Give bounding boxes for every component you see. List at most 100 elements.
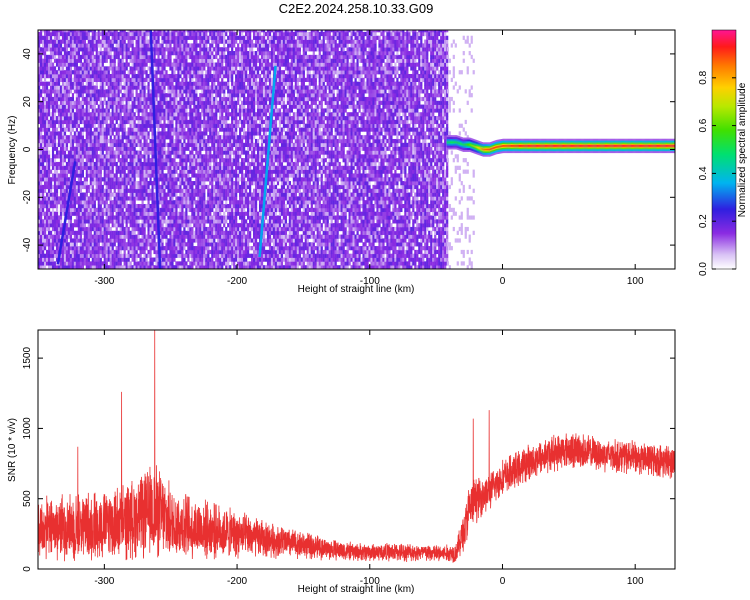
noise-cell [79,70,82,75]
noise-cell [147,196,150,201]
noise-cell [45,238,49,243]
noise-cell [187,127,190,132]
noise-cell [57,215,61,220]
noise-cell [193,249,196,255]
noise-cell [123,81,126,86]
noise-cell [205,54,208,60]
noise-cell [177,30,180,33]
noise-cell [65,35,69,40]
noise-cell [155,219,158,224]
noise-cell [161,138,164,144]
noise-cell [57,62,61,67]
noise-cell [115,66,118,71]
noise-cell [209,230,212,235]
noise-cell [195,112,198,117]
noise-cell [171,238,174,243]
noise-cell [121,85,124,90]
noise-cell [149,77,152,82]
noise-cell [117,135,120,140]
noise-cell [47,70,51,75]
noise-cell [59,104,63,109]
noise-cell [103,173,106,178]
noise-cell [139,119,142,125]
noise-cell [189,93,192,98]
noise-cell [161,146,164,151]
noise-cell [53,135,57,140]
noise-cell [143,207,146,213]
noise-cell [97,62,100,67]
noise-cell [77,196,81,201]
noise-cell [191,234,194,239]
noise-cell [67,230,71,235]
noise-cell [39,242,43,247]
noise-cell [147,81,150,86]
noise-cell [167,223,170,228]
noise-cell [195,142,198,148]
noise-cell [179,249,182,255]
noise-cell [157,77,160,82]
noise-cell [187,135,190,140]
noise-cell [49,35,53,40]
noise-cell [75,238,79,243]
noise-cell [155,142,158,148]
noise-cell [115,70,118,75]
noise-cell [51,173,55,178]
noise-cell [81,131,84,136]
noise-cell [173,234,176,239]
noise-cell [199,265,202,269]
noise-cell [141,169,144,174]
noise-cell [69,158,73,163]
noise-cell [189,43,192,48]
noise-cell [119,165,122,170]
noise-cell [185,200,188,205]
noise-cell [129,165,132,170]
noise-cell [83,112,86,117]
noise-cell [137,39,140,44]
noise-cell [205,207,208,213]
noise-cell [205,123,208,128]
noise-cell [117,169,120,174]
noise-cell [43,89,47,94]
noise-cell [139,173,142,178]
noise-cell [85,131,88,136]
noise-cell [159,93,162,98]
noise-cell [185,119,188,125]
noise-cell [87,207,90,213]
noise-cell [97,70,100,75]
noise-cell [75,249,79,255]
noise-cell [193,116,196,121]
noise-cell [51,131,55,136]
noise-cell [87,43,90,48]
noise-cell [199,93,202,98]
noise-cell [93,135,96,140]
noise-cell [129,127,132,132]
noise-cell [173,246,176,251]
noise-cell [161,150,164,155]
noise-cell [199,154,202,159]
noise-cell [47,158,51,163]
noise-cell [161,62,164,67]
noise-cell [177,93,180,98]
noise-cell [127,131,130,136]
noise-cell [91,43,94,48]
noise-cell [191,119,194,125]
noise-cell [129,261,132,266]
noise-cell [205,261,208,266]
noise-cell [121,39,124,44]
noise-cell [207,66,210,71]
noise-cell [79,207,82,213]
noise-cell [187,81,190,86]
noise-cell [63,177,67,182]
noise-cell [149,261,152,266]
noise-cell [169,43,172,48]
noise-cell [197,108,200,113]
noise-cell [109,51,112,56]
noise-cell [61,119,65,125]
noise-cell [71,223,75,228]
noise-cell [187,142,190,148]
noise-cell [65,246,69,251]
noise-cell [185,73,188,79]
noise-cell [91,158,94,163]
noise-cell [205,226,208,232]
noise-cell [77,226,81,232]
